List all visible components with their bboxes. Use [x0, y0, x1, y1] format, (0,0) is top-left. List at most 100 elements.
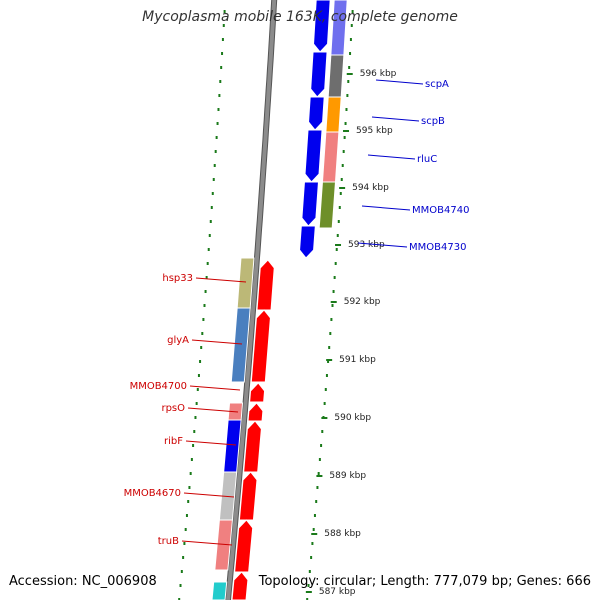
cog-segment: [318, 181, 337, 229]
tick-dot: [221, 38, 224, 41]
reverse-leader-line: [191, 339, 243, 345]
tick-dot: [214, 150, 217, 153]
tick-dot: [335, 248, 338, 251]
tick-dot: [347, 80, 350, 83]
tick-dot: [349, 38, 352, 41]
major-tick: [326, 359, 333, 361]
genome-summary-text: Topology: circular; Length: 777,079 bp; …: [258, 574, 591, 589]
tick-dot: [199, 360, 202, 363]
tick-dot: [206, 262, 209, 265]
major-tick: [321, 417, 328, 419]
major-ticks: [305, 73, 353, 593]
kbp-tick-label: 593 kbp: [348, 240, 385, 250]
tick-dot: [212, 178, 215, 181]
tick-dot: [329, 332, 332, 335]
backbone-line: [225, 0, 277, 600]
forward-leader-line: [361, 205, 411, 211]
tick-dot: [219, 80, 222, 83]
tick-dot: [351, 10, 354, 13]
tick-dot: [341, 164, 344, 167]
gene-labels: scpA scpB rluC MMOB4740 MMOB4730 hsp33 glyA MMO…: [124, 79, 470, 547]
forward-gene-label: MMOB4730: [409, 242, 466, 253]
forward-gene-label: MMOB4740: [412, 205, 469, 216]
tick-dot: [321, 430, 324, 433]
reverse-leader-line: [187, 407, 239, 413]
major-tick: [335, 244, 342, 246]
inner-tick-track: [178, 10, 226, 600]
reverse-gene-arrow: [231, 571, 249, 600]
tick-dot: [213, 164, 216, 167]
kbp-tick-label: 595 kbp: [356, 126, 393, 136]
tick-dot: [342, 150, 345, 153]
forward-gene-arrow: [308, 96, 325, 131]
tick-dot: [185, 514, 188, 517]
forward-gene-label: scpA: [425, 79, 449, 90]
tick-dot: [218, 94, 221, 97]
gene-track: [231, 0, 331, 600]
forward-leader-line: [367, 154, 416, 160]
tick-dot: [328, 346, 331, 349]
reverse-gene-label: glyA: [167, 335, 189, 346]
tick-dot: [203, 304, 206, 307]
tick-dot: [348, 66, 351, 69]
kbp-tick-label: 588 kbp: [324, 529, 361, 539]
kbp-tick-label: 591 kbp: [339, 355, 376, 365]
reverse-leader-line: [189, 385, 241, 391]
genome-backbone: [224, 0, 278, 600]
tick-dot: [312, 528, 315, 531]
tick-dot: [313, 514, 316, 517]
major-tick: [305, 591, 312, 593]
reverse-gene-arrow: [256, 259, 275, 311]
tick-dot: [327, 360, 330, 363]
tick-dot: [306, 598, 309, 600]
cog-segment: [325, 96, 342, 133]
tick-dot: [189, 472, 192, 475]
forward-gene-arrow: [301, 181, 320, 227]
reverse-gene-arrow: [247, 402, 264, 422]
major-tick: [339, 187, 346, 189]
outer-tick-track: [306, 10, 354, 600]
accession-text: Accession: NC_006908: [9, 574, 157, 589]
tick-dot: [178, 598, 181, 600]
major-tick: [343, 130, 350, 132]
tick-dot: [187, 500, 190, 503]
tick-dot: [333, 276, 336, 279]
tick-dot: [332, 290, 335, 293]
tick-dot: [197, 374, 200, 377]
reverse-gene-arrow: [249, 382, 266, 403]
tick-dot: [188, 486, 191, 489]
tick-dot: [349, 52, 352, 55]
kbp-tick-label: 592 kbp: [344, 297, 381, 307]
cog-color-track: [211, 0, 348, 600]
tick-dot: [183, 542, 186, 545]
kbp-tick-label: 596 kbp: [360, 69, 397, 79]
tick-dot: [315, 500, 318, 503]
kbp-tick-label: 589 kbp: [329, 471, 366, 481]
tick-dot: [318, 458, 321, 461]
kbp-tick-label: 587 kbp: [319, 587, 356, 597]
tick-dot: [337, 220, 340, 223]
tick-dot: [202, 318, 205, 321]
reverse-gene-label: truB: [158, 536, 179, 547]
tick-dot: [316, 486, 319, 489]
forward-leader-line: [371, 116, 420, 122]
reverse-gene-label: rpsO: [161, 403, 185, 414]
tick-dot: [324, 388, 327, 391]
tick-dot: [344, 122, 347, 125]
tick-dot: [221, 52, 224, 55]
tick-dot: [194, 416, 197, 419]
forward-gene-arrow: [299, 225, 316, 259]
tick-dot: [307, 584, 310, 587]
kbp-tick-label: 590 kbp: [334, 413, 371, 423]
tick-dot: [343, 136, 346, 139]
forward-gene-arrow: [313, 0, 331, 53]
forward-gene-arrow: [304, 129, 323, 183]
reverse-gene-label: ribF: [164, 436, 183, 447]
forward-gene-label: scpB: [421, 116, 445, 127]
tick-dot: [320, 444, 323, 447]
tick-dot: [340, 178, 343, 181]
reverse-gene-label: MMOB4670: [124, 488, 181, 499]
reverse-gene-label: MMOB4700: [130, 381, 187, 392]
cog-segment: [211, 581, 228, 600]
tick-dot: [180, 570, 183, 573]
